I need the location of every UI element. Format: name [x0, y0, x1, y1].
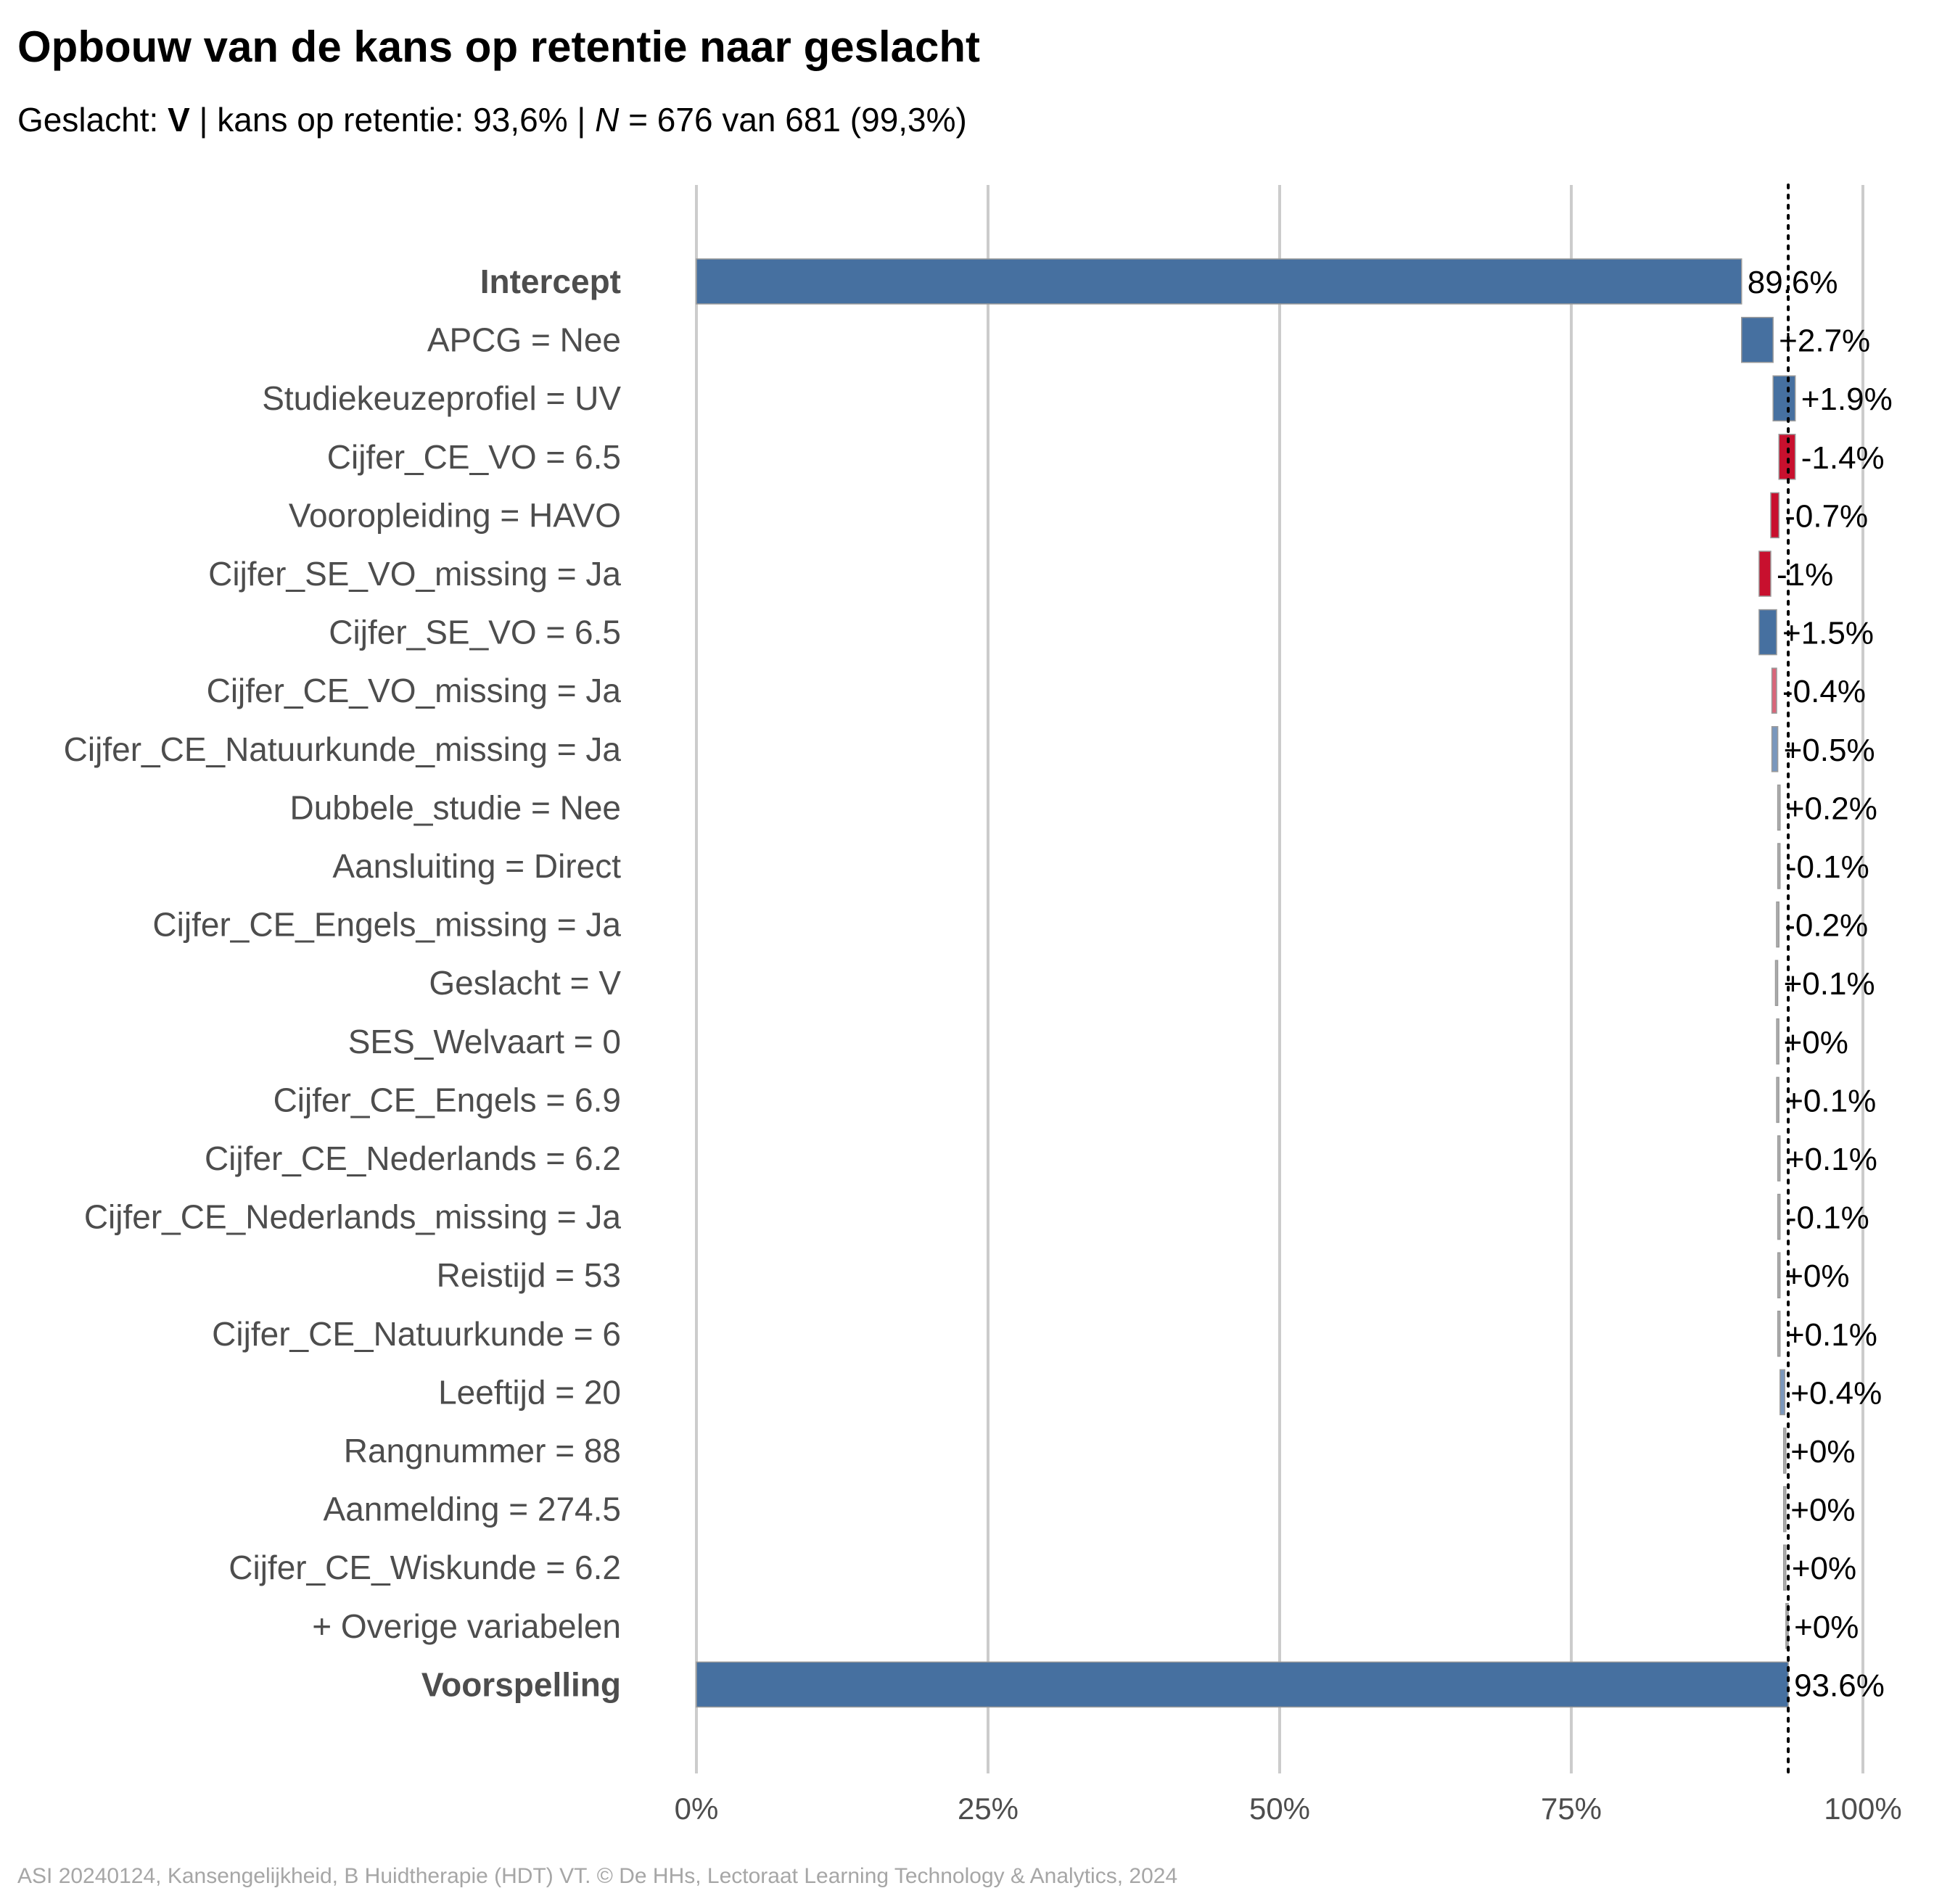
chart-caption: ASI 20240124, Kansengelijkheid, B Huidth… — [17, 1864, 1178, 1888]
chart-title: Opbouw van de kans op retentie naar gesl… — [17, 22, 981, 71]
value-label: -0.1% — [1786, 1200, 1869, 1236]
value-labels: 89.6% +2.7% +1.9% -1.4% -0.7% -1% +1.5% -0.4% +0… — [1748, 265, 1893, 1703]
row-label: + Overige variabelen — [312, 1607, 621, 1645]
x-axis-ticks: 0% 25% 50% 75% 100% — [675, 1792, 1902, 1826]
value-label: +1.5% — [1782, 616, 1874, 651]
bars — [696, 258, 1796, 1708]
bar — [1776, 901, 1779, 948]
row-label: Cijfer_SE_VO = 6.5 — [329, 614, 621, 651]
row-labels: Intercept APCG = Nee Studiekeuzeprofiel = … — [64, 263, 622, 1703]
value-label: -0.4% — [1782, 674, 1866, 709]
x-tick-label: 25% — [958, 1792, 1019, 1826]
row-label: Vooropleiding = HAVO — [289, 496, 621, 534]
bar — [1779, 1369, 1786, 1416]
value-label: -0.1% — [1786, 849, 1869, 885]
row-label: Cijfer_CE_Engels = 6.9 — [273, 1081, 621, 1118]
subtitle-label-kans: | kans op retentie: 93,6% | — [189, 101, 596, 139]
bar — [696, 258, 1742, 305]
bar — [1776, 1018, 1779, 1065]
row-label: Cijfer_CE_VO_missing = Ja — [207, 672, 622, 709]
bar — [1777, 1193, 1781, 1240]
value-label: +0.1% — [1784, 966, 1875, 1002]
bar — [1777, 1135, 1781, 1182]
x-tick-label: 50% — [1249, 1792, 1310, 1826]
value-label: -1.4% — [1801, 440, 1885, 476]
row-label: Reistijd = 53 — [437, 1256, 621, 1294]
x-tick-label: 0% — [675, 1792, 719, 1826]
bar — [1772, 375, 1796, 421]
row-label: SES_Welvaart = 0 — [348, 1023, 621, 1060]
bar — [1777, 1252, 1781, 1298]
row-label: Cijfer_CE_Engels_missing = Ja — [152, 906, 621, 944]
value-label: +0% — [1794, 1610, 1859, 1645]
row-label: Leeftijd = 20 — [438, 1373, 621, 1411]
value-label: +0% — [1790, 1493, 1855, 1528]
bar — [1770, 492, 1779, 539]
subtitle-n-text: = 676 van 681 (99,3%) — [619, 101, 967, 139]
bar — [1783, 1544, 1787, 1591]
bar — [1783, 1427, 1787, 1474]
chart-subtitle: Geslacht: V | kans op retentie: 93,6% | … — [17, 100, 967, 139]
subtitle-n-symbol: N — [595, 101, 620, 139]
value-label: +0.5% — [1784, 733, 1875, 768]
bar — [1771, 667, 1777, 714]
value-label: +0.1% — [1785, 1083, 1876, 1118]
row-label: Cijfer_CE_Natuurkunde_missing = Ja — [64, 730, 622, 768]
row-label: Studiekeuzeprofiel = UV — [262, 379, 621, 417]
value-label: -0.2% — [1785, 908, 1868, 944]
bar — [1758, 551, 1772, 597]
row-label: Aansluiting = Direct — [332, 847, 621, 885]
row-label: Cijfer_CE_Natuurkunde = 6 — [212, 1315, 621, 1353]
row-label: Voorspelling — [421, 1665, 621, 1703]
row-label: Cijfer_CE_Nederlands_missing = Ja — [84, 1198, 622, 1236]
value-label: +0.4% — [1790, 1375, 1882, 1411]
value-label: -1% — [1777, 557, 1833, 593]
row-label: Rangnummer = 88 — [344, 1432, 621, 1470]
bar — [1777, 784, 1781, 831]
value-label: +0.1% — [1786, 1142, 1877, 1177]
row-label: Dubbele_studie = Nee — [290, 788, 622, 826]
value-label: +1.9% — [1801, 382, 1893, 417]
value-label: +0% — [1785, 1258, 1849, 1294]
row-label: Geslacht = V — [429, 964, 621, 1002]
x-tick-label: 75% — [1541, 1792, 1602, 1826]
subtitle-value-geslacht: V — [168, 101, 190, 139]
value-label: +0% — [1790, 1434, 1855, 1470]
bar — [1771, 726, 1779, 772]
subtitle-label-geslacht: Geslacht: — [17, 101, 168, 139]
row-label: APCG = Nee — [427, 321, 621, 359]
row-label: Cijfer_CE_VO = 6.5 — [327, 438, 621, 476]
value-label: +0% — [1792, 1551, 1856, 1586]
row-label: Intercept — [480, 263, 621, 300]
value-label: +0% — [1784, 1025, 1848, 1060]
row-label: Cijfer_CE_Wiskunde = 6.2 — [229, 1549, 621, 1586]
bar — [1758, 609, 1777, 656]
x-tick-label: 100% — [1824, 1792, 1901, 1826]
row-label: Cijfer_SE_VO_missing = Ja — [208, 555, 621, 593]
bar — [1777, 843, 1781, 889]
value-label: +0.2% — [1786, 791, 1877, 826]
bar — [1776, 1076, 1779, 1124]
value-label: 89.6% — [1748, 265, 1838, 300]
bar — [696, 1661, 1789, 1708]
value-label: 93.6% — [1794, 1668, 1885, 1703]
bar — [1741, 316, 1774, 363]
bar — [1774, 960, 1779, 1006]
row-label: Cijfer_CE_Nederlands = 6.2 — [205, 1139, 621, 1177]
grid-lines — [695, 185, 1864, 1773]
row-label: Aanmelding = 274.5 — [324, 1491, 621, 1528]
bar — [1777, 1311, 1781, 1357]
value-label: +0.1% — [1786, 1317, 1877, 1353]
value-label: +2.7% — [1779, 323, 1870, 359]
value-label: -0.7% — [1785, 498, 1868, 534]
bar — [1783, 1485, 1787, 1533]
